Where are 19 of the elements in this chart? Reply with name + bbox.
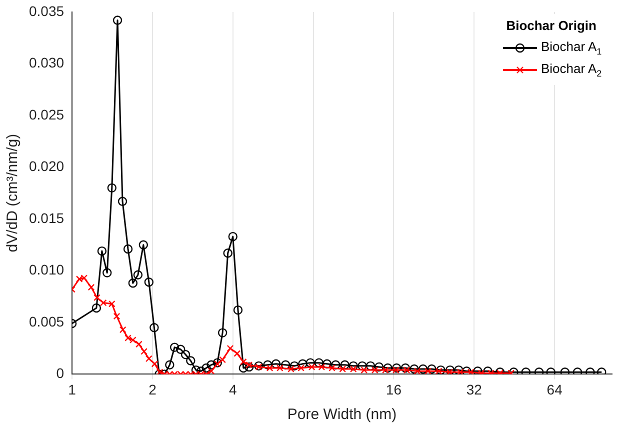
x-tick-label: 1	[68, 381, 76, 398]
y-tick-label: 0.025	[28, 106, 64, 122]
y-axis-title: dV/dD (cm³/nm/g)	[4, 134, 22, 252]
y-tick-label: 0.015	[28, 210, 64, 226]
y-tick-label: 0.035	[28, 2, 64, 19]
x-tick-label: 32	[466, 381, 482, 398]
x-tick-label: 64	[546, 381, 563, 398]
y-tick-label: 0.005	[28, 313, 64, 330]
x-tick-label: 4	[228, 381, 237, 398]
y-tick-label: 0	[56, 365, 64, 382]
x-axis-title: Pore Width (nm)	[287, 406, 397, 424]
legend-title: Biochar Origin	[505, 18, 598, 33]
x-tick-label: 2	[148, 381, 157, 398]
legend-label: Biochar A$_{2}$	[541, 61, 602, 79]
y-tick-label: 0.020	[28, 158, 64, 174]
x-tick-label: 16	[386, 381, 402, 398]
legend-label: Biochar A$_{1}$	[541, 39, 602, 57]
y-tick-label: 0.030	[28, 54, 64, 71]
y-tick-label: 0.010	[28, 262, 64, 278]
